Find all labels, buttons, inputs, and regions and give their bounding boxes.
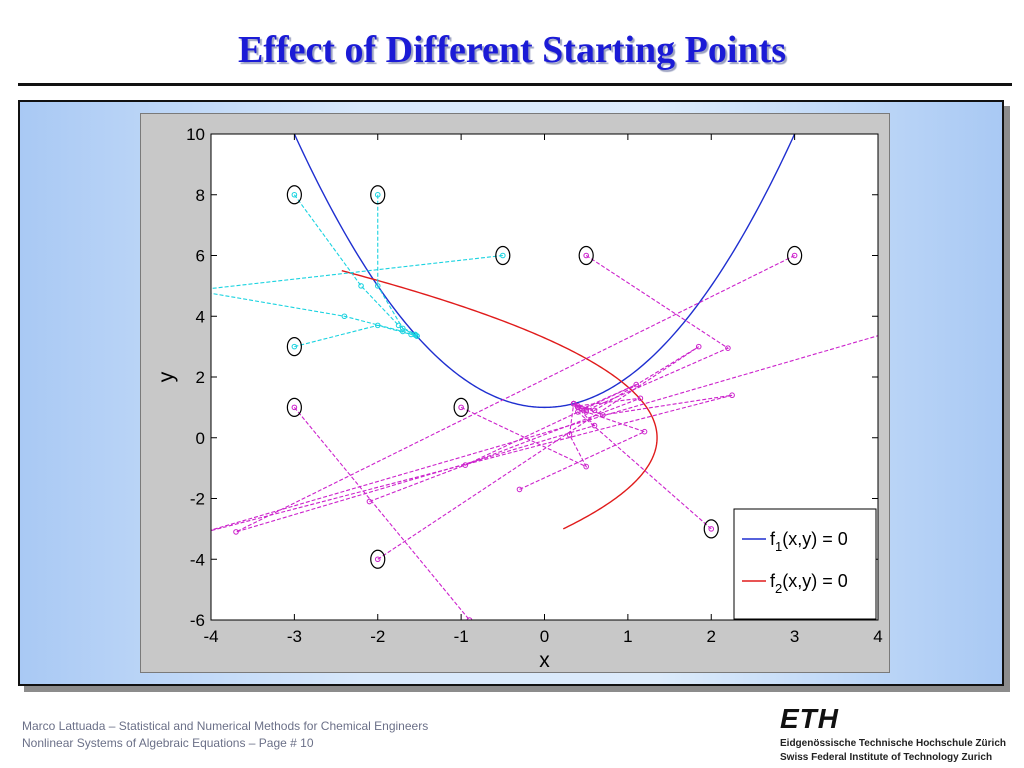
magenta-iterate-7-2 (192, 533, 197, 538)
footer-line-2: Nonlinear Systems of Algebraic Equations… (22, 736, 314, 750)
magenta-iterate-2-2 (233, 529, 239, 535)
start-point-marker-8 (453, 397, 469, 417)
eth-subtitle-de: Eidgenössische Technische Hochschule Zür… (780, 738, 1006, 749)
magenta-iterate-9-2 (633, 381, 640, 388)
magenta-iterate-5-2 (575, 409, 581, 415)
title-divider (18, 83, 1012, 86)
y-tick-label-2: -2 (190, 490, 205, 509)
magenta-path-10 (519, 403, 647, 490)
cyan-iterate-4-3 (408, 331, 414, 338)
footer: Marco Lattuada – Statistical and Numeric… (22, 718, 428, 752)
start-point-marker-7 (286, 397, 302, 417)
x-tick-label-8: 4 (873, 627, 882, 646)
magenta-iterate-3-2 (466, 617, 473, 620)
x-tick-label-0: -4 (203, 627, 218, 646)
y-tick-label-7: 8 (196, 186, 205, 205)
magenta-iterate-9-1 (462, 462, 469, 468)
magenta-iterate-4-1 (458, 404, 464, 411)
magenta-iterate-2-3 (591, 422, 598, 429)
curve-2 (341, 270, 658, 530)
magenta-iterate-8-2 (637, 395, 644, 402)
start-point-marker-6 (787, 245, 803, 266)
slide-title: Effect of Different Starting Points (237, 29, 787, 71)
cyan-path-1 (293, 194, 418, 337)
magenta-path-7 (211, 335, 878, 532)
eth-logo: ETH (780, 703, 839, 734)
x-axis-label: x (539, 649, 550, 672)
magenta-iterate-1-1 (583, 252, 589, 259)
magenta-path-3 (293, 407, 470, 620)
cyan-iterate-4-1 (291, 343, 298, 350)
cyan-path-4 (294, 324, 418, 348)
x-tick-label-7: 3 (790, 627, 799, 646)
start-point-marker-5 (578, 245, 594, 266)
magenta-iterate-10-1 (516, 486, 523, 493)
plot-content (192, 134, 878, 620)
curve-1 (293, 134, 796, 409)
magenta-iterate-1-2 (725, 345, 731, 351)
y-tick-label-3: 0 (196, 429, 205, 448)
legend-label-2: f2(x,y) = 0 (770, 571, 848, 596)
footer-line-1: Marco Lattuada – Statistical and Numeric… (22, 719, 429, 733)
y-tick-label-8: 10 (186, 125, 205, 144)
magenta-iterate-10-3 (583, 409, 589, 415)
magenta-iterate-8-3 (575, 403, 581, 409)
x-tick-label-4: 0 (540, 627, 549, 646)
magenta-path-4 (460, 403, 588, 468)
magenta-path-5 (573, 403, 712, 530)
cyan-iterate-2-2 (374, 283, 381, 289)
cyan-iterate-3-2 (192, 288, 197, 293)
x-tick-label-2: -2 (370, 627, 385, 646)
start-point-marker-1 (286, 185, 302, 205)
y-tick-label-1: -4 (190, 550, 205, 569)
start-point-marker-4 (286, 337, 302, 357)
magenta-path-9 (465, 384, 637, 466)
cyan-iterate-2-3 (399, 325, 406, 332)
magenta-iterate-9-3 (579, 406, 585, 412)
magenta-iterate-6-1 (374, 556, 381, 563)
magenta-iterate-8-1 (366, 498, 373, 505)
magenta-iterate-10-4 (570, 400, 577, 407)
cyan-path-2 (377, 194, 418, 337)
start-point-marker-3 (495, 245, 511, 266)
start-point-marker-2 (370, 185, 386, 205)
start-point-marker-9 (703, 519, 719, 539)
x-tick-label-3: -1 (454, 627, 469, 646)
eth-subtitle-en: Swiss Federal Institute of Technology Zu… (780, 752, 993, 763)
start-point-marker-10 (370, 549, 386, 569)
y-tick-label-6: 6 (196, 247, 205, 266)
cyan-iterate-3-1 (500, 252, 506, 259)
x-tick-label-6: 2 (707, 627, 716, 646)
y-tick-label-0: -6 (190, 611, 205, 630)
magenta-iterate-7-3 (729, 392, 735, 399)
x-tick-label-5: 1 (623, 627, 632, 646)
magenta-iterate-5-1 (708, 526, 715, 532)
legend-label-1: f1(x,y) = 0 (770, 529, 848, 554)
magenta-iterate-2-1 (791, 252, 798, 259)
y-axis-label: y (155, 371, 178, 382)
y-tick-label-4: 2 (196, 368, 205, 387)
legend-box (733, 508, 877, 620)
cyan-iterate-4-2 (374, 322, 381, 329)
magenta-iterate-4-2 (583, 463, 589, 470)
cyan-iterate-2-1 (374, 191, 381, 198)
magenta-iterate-3-1 (291, 404, 298, 411)
cyan-iterate-3-3 (341, 313, 348, 320)
magenta-iterate-10-2 (641, 428, 648, 435)
x-tick-label-1: -3 (287, 627, 302, 646)
cyan-iterate-4-4 (414, 333, 420, 339)
y-tick-label-5: 4 (196, 307, 205, 326)
magenta-iterate-6-2 (695, 343, 702, 350)
cyan-iterate-1-1 (291, 191, 298, 198)
cyan-iterate-1-3 (395, 322, 402, 329)
cyan-iterate-1-2 (358, 283, 364, 289)
eth-subtitle: Eidgenössische Technische Hochschule Zür… (780, 737, 1006, 765)
